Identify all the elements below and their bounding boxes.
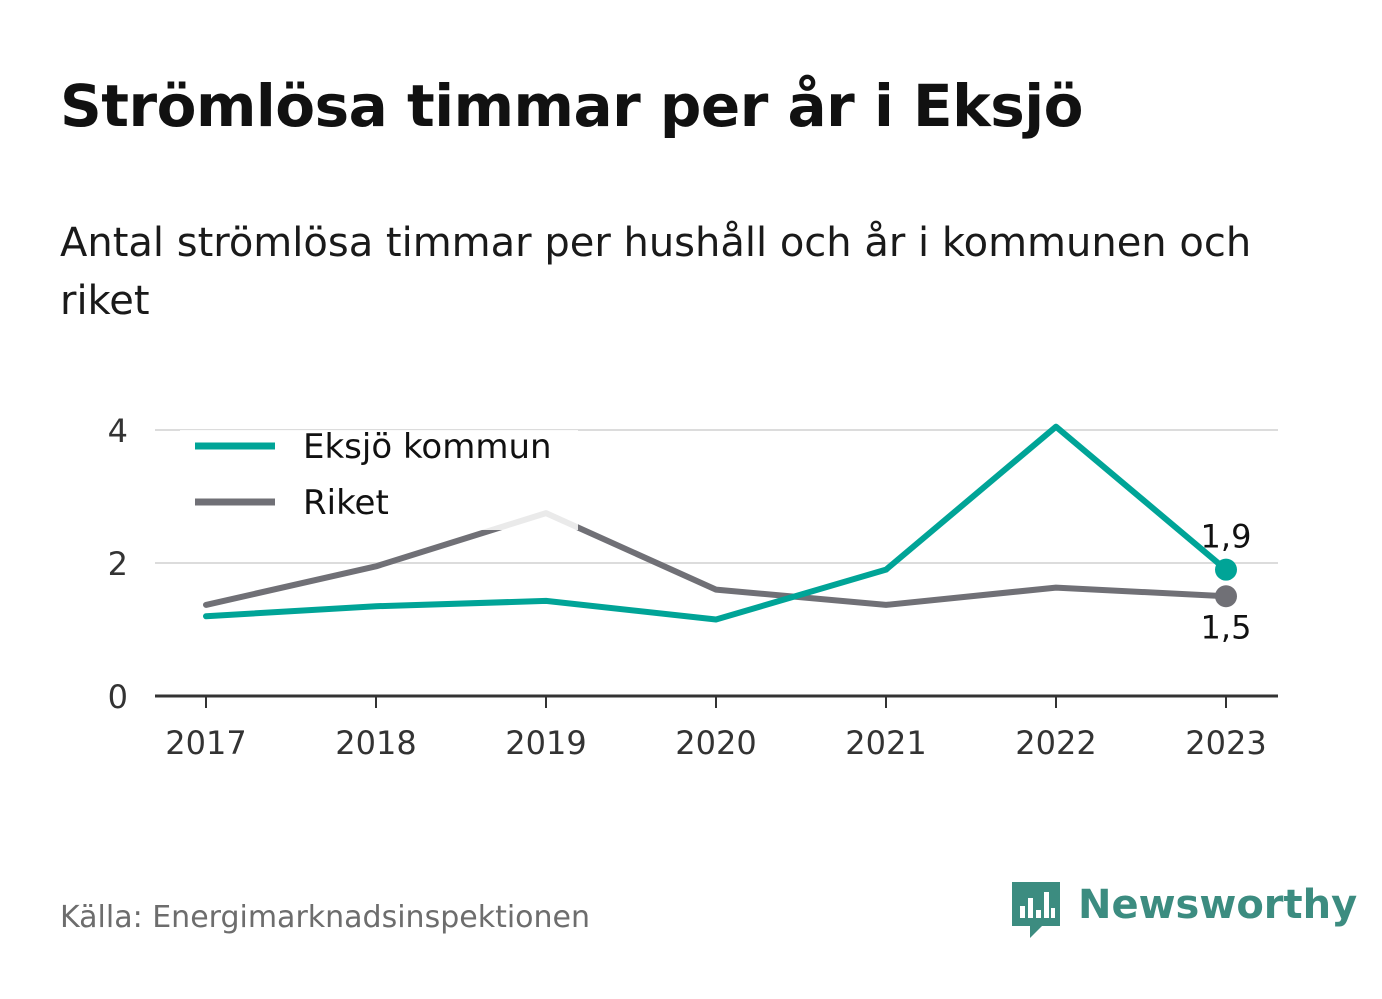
- series-line-riket: [203, 510, 1229, 608]
- legend: Eksjö kommun Riket: [180, 427, 578, 530]
- data-label: 1,9: [1201, 518, 1252, 556]
- axes: 0 2 4 2017 2018 2019 2020 2021 2022 2023: [108, 412, 1278, 762]
- source-note: Källa: Energimarknadsinspektionen: [60, 900, 591, 935]
- chart-title: Strömlösa timmar per år i Eksjö: [60, 72, 1083, 140]
- x-tick-label: 2019: [505, 724, 586, 762]
- series-line-eksjo-kommun: [203, 423, 1229, 623]
- data-label: 1,5: [1201, 608, 1252, 646]
- series-lines: [203, 423, 1229, 623]
- chart-subtitle: Antal strömlösa timmar per hushåll och å…: [60, 220, 1252, 324]
- end-point-marker: [1215, 585, 1237, 608]
- newsworthy-logo-icon: [1012, 882, 1060, 938]
- legend-label: Riket: [303, 483, 389, 523]
- x-tick-label: 2020: [675, 724, 756, 762]
- x-tick-label: 2018: [335, 724, 416, 762]
- x-tick-label: 2021: [845, 724, 926, 762]
- x-tick-label: 2022: [1015, 724, 1096, 762]
- brand-name: Newsworthy: [1078, 882, 1358, 928]
- y-tick-label: 4: [108, 412, 128, 450]
- legend-label: Eksjö kommun: [303, 427, 552, 467]
- y-tick-label: 2: [108, 545, 128, 583]
- data-labels: 1,9 1,5: [1201, 518, 1252, 647]
- end-point-marker: [1215, 558, 1237, 581]
- x-tick-label: 2017: [165, 724, 246, 762]
- y-tick-label: 0: [108, 678, 128, 716]
- x-tick-label: 2023: [1185, 724, 1266, 762]
- line-chart: Eksjö kommun Riket 0 2 4 2017 2018 2019 2020 202…: [108, 412, 1278, 762]
